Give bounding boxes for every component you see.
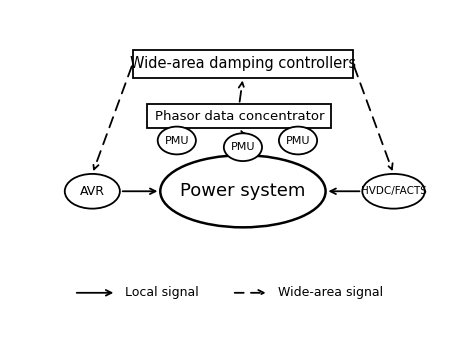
Text: PMU: PMU <box>164 135 189 145</box>
Text: HVDC/FACTS: HVDC/FACTS <box>361 186 427 196</box>
Text: AVR: AVR <box>80 185 105 198</box>
Text: Power system: Power system <box>180 182 306 200</box>
Text: PMU: PMU <box>231 142 255 152</box>
Ellipse shape <box>160 155 326 227</box>
Circle shape <box>279 127 317 154</box>
Bar <box>147 104 331 128</box>
Ellipse shape <box>362 174 425 209</box>
Circle shape <box>224 133 262 161</box>
Text: PMU: PMU <box>286 135 310 145</box>
Text: Local signal: Local signal <box>125 286 199 299</box>
Text: Phasor data concentrator: Phasor data concentrator <box>155 110 324 123</box>
Ellipse shape <box>65 174 120 209</box>
Text: Wide-area signal: Wide-area signal <box>278 286 383 299</box>
Text: Wide-area damping controllers: Wide-area damping controllers <box>130 56 356 71</box>
Circle shape <box>158 127 196 154</box>
Bar <box>133 50 353 78</box>
